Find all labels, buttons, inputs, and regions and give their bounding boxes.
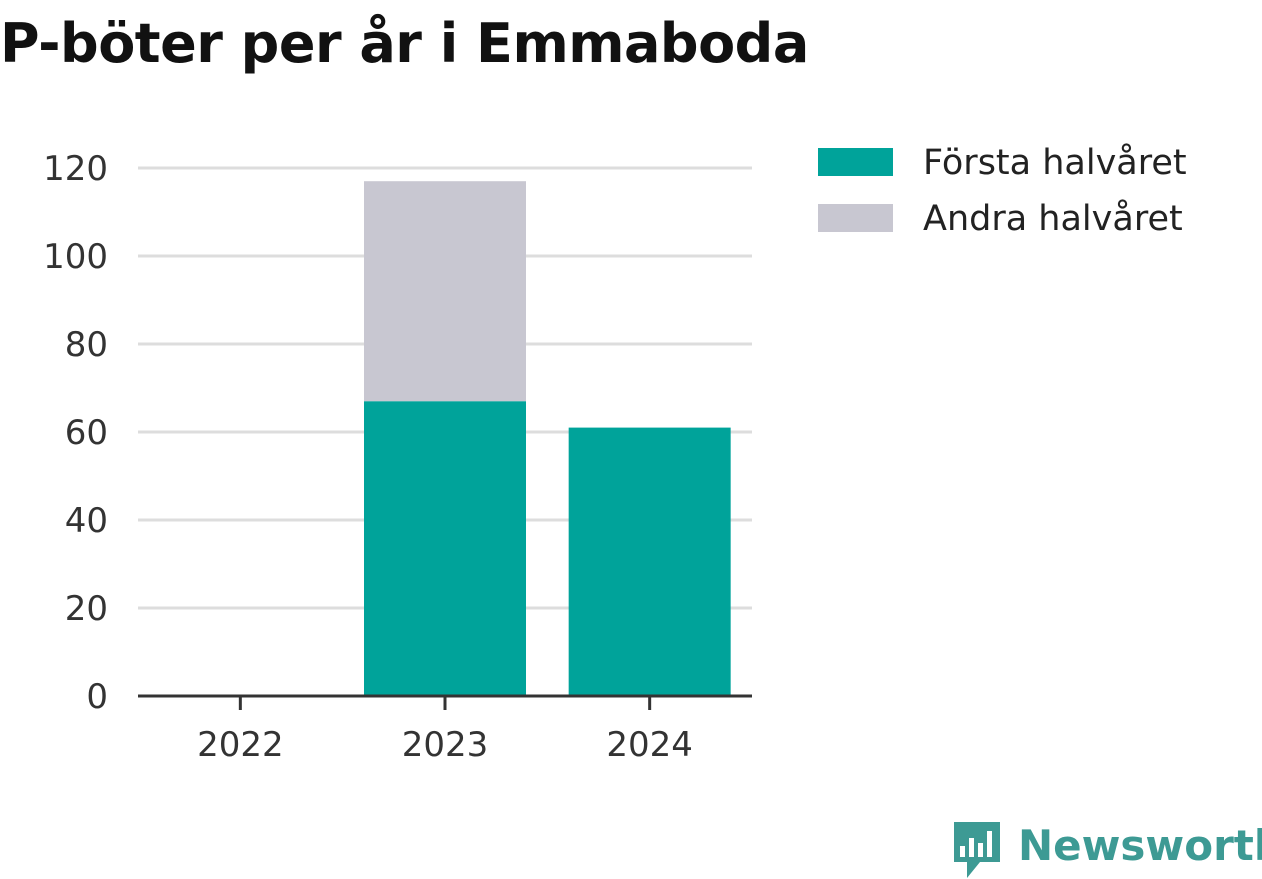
x-tick-label: 2022 <box>197 725 284 765</box>
legend-swatch <box>818 204 893 232</box>
y-tick-label: 0 <box>86 677 108 717</box>
bar-2023-series-2: Andra halvåret 2023: 50 <box>364 181 526 402</box>
brand-name: Newsworthy <box>1018 821 1262 870</box>
y-tick-label: 20 <box>65 589 108 629</box>
x-axis: 2022 2023 2024 <box>138 694 752 765</box>
bar-2024-series-1: Första halvåret 2024: 61 <box>568 427 731 696</box>
x-tick-label: 2024 <box>606 725 693 765</box>
brand-logo: Newsworthy <box>954 821 1262 878</box>
y-tick-label: 60 <box>65 413 108 453</box>
x-tick-label: 2023 <box>402 725 489 765</box>
y-tick-label: 120 <box>43 149 108 189</box>
newsworthy-logo-icon <box>954 822 1000 878</box>
legend: Första halvåret Andra halvåret <box>818 142 1187 239</box>
bar-2023-series-1: Första halvåret 2023: 67 <box>364 401 526 696</box>
y-axis-ticks: 0 20 40 60 80 100 120 <box>43 149 108 717</box>
bars: Första halvåret 2023: 67Andra halvåret 2… <box>364 181 731 696</box>
chart-title: P-böter per år i Emmaboda <box>0 12 809 75</box>
y-tick-label: 80 <box>65 325 108 365</box>
y-tick-label: 100 <box>43 237 108 277</box>
legend-swatch <box>818 148 893 176</box>
legend-label: Första halvåret <box>923 142 1187 183</box>
legend-label: Andra halvåret <box>923 198 1183 239</box>
y-tick-label: 40 <box>65 501 108 541</box>
